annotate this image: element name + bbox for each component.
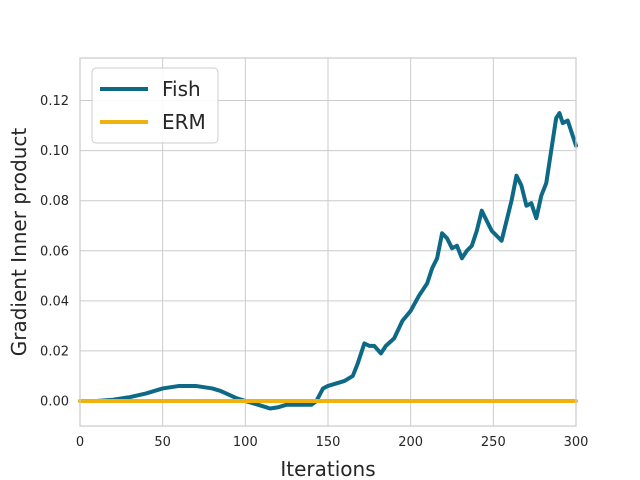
legend-label-fish: Fish	[162, 77, 201, 101]
x-tick-label: 0	[76, 435, 84, 450]
x-tick-label: 100	[233, 435, 258, 450]
y-tick-label: 0.04	[40, 294, 69, 309]
legend: Fish ERM	[91, 67, 219, 144]
x-tick-label: 300	[564, 435, 589, 450]
x-tick-label: 50	[154, 435, 171, 450]
x-tick-label: 200	[398, 435, 423, 450]
y-tick-label: 0.06	[40, 244, 69, 259]
legend-box	[91, 67, 219, 144]
series-layer	[78, 111, 578, 411]
y-tick-label: 0.12	[40, 94, 69, 109]
y-axis-label: Gradient Inner product	[7, 128, 31, 357]
y-tick-label: 0.00	[40, 394, 69, 409]
y-tick-label: 0.10	[40, 144, 69, 159]
y-tick-label: 0.08	[40, 194, 69, 209]
y-tick-label: 0.02	[40, 344, 69, 359]
x-tick-labels: 0 50 100 150 200 250 300	[76, 435, 589, 450]
plot-frame	[79, 57, 577, 427]
y-tick-labels: 0.00 0.02 0.04 0.06 0.08 0.10 0.12	[40, 94, 69, 409]
series-line-fish	[78, 111, 578, 411]
x-tick-label: 250	[481, 435, 506, 450]
legend-label-erm: ERM	[162, 110, 206, 134]
x-tick-label: 150	[316, 435, 341, 450]
x-axis-label: Iterations	[280, 457, 375, 480]
